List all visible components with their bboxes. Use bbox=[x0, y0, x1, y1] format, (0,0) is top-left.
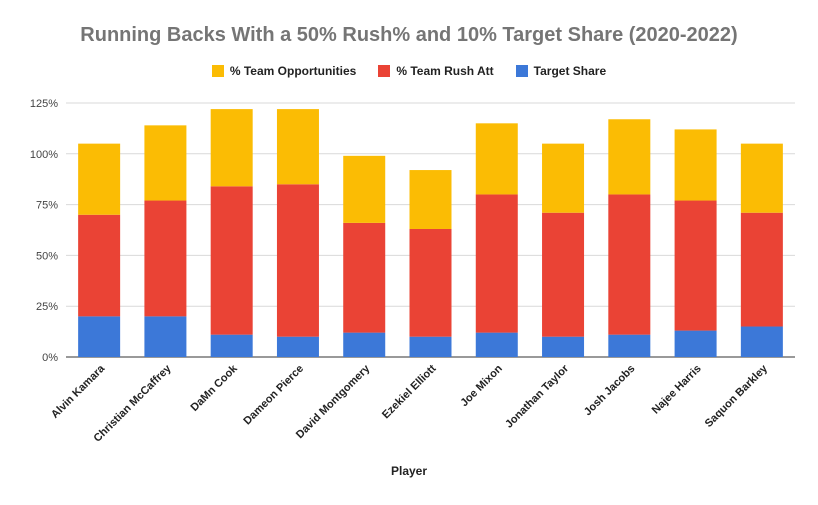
x-tick-label: Dameon Pierce bbox=[241, 363, 306, 428]
y-tick-label: 75% bbox=[36, 200, 58, 212]
bar-segment bbox=[475, 332, 518, 357]
y-tick-label: 50% bbox=[36, 250, 58, 262]
x-axis-label: Player bbox=[390, 464, 428, 478]
bar-segment bbox=[740, 143, 783, 213]
bar-segment bbox=[409, 170, 452, 229]
bar-segment bbox=[144, 125, 187, 201]
legend-label-opportunities: % Team Opportunities bbox=[229, 64, 357, 78]
x-tick-label: Saquon Barkley bbox=[703, 362, 771, 430]
bar-segment bbox=[542, 143, 585, 213]
y-tick-label: 25% bbox=[36, 301, 58, 313]
legend-swatch-opportunities bbox=[211, 65, 224, 77]
bar-segment bbox=[276, 184, 319, 337]
bar-segment bbox=[343, 332, 386, 357]
bar-segment bbox=[343, 222, 386, 333]
bar-segment bbox=[608, 119, 651, 195]
bar-segment bbox=[542, 212, 585, 337]
bar-segment bbox=[740, 212, 783, 327]
bar-segment bbox=[674, 200, 717, 331]
bar-segment bbox=[608, 334, 651, 357]
legend-item-target-share: Target Share bbox=[515, 64, 607, 78]
y-tick-label: 100% bbox=[30, 149, 58, 161]
bar-segment bbox=[475, 194, 518, 333]
bar-segment bbox=[210, 186, 253, 335]
bar-segment bbox=[343, 155, 386, 223]
legend-swatch-target-share bbox=[515, 65, 528, 77]
bar-segment bbox=[475, 123, 518, 195]
bar-segment bbox=[674, 330, 717, 357]
legend-label-target-share: Target Share bbox=[533, 64, 607, 78]
bar-segment bbox=[144, 200, 187, 317]
x-tick-label: David Montgomery bbox=[294, 362, 373, 441]
bar-segment bbox=[276, 109, 319, 185]
legend-label-rush-att: % Team Rush Att bbox=[396, 64, 494, 78]
legend-item-rush-att: % Team Rush Att bbox=[378, 64, 494, 78]
bar-segment bbox=[608, 194, 651, 335]
bar-segment bbox=[276, 336, 319, 357]
y-tick-label: 125% bbox=[30, 98, 58, 110]
x-tick-label: DaMn Cook bbox=[189, 362, 241, 414]
x-tick-label: Jonathan Taylor bbox=[503, 362, 571, 430]
bar-segment bbox=[144, 316, 187, 357]
bar-segment bbox=[674, 129, 717, 201]
bar-segment bbox=[210, 109, 253, 187]
bar-segment bbox=[78, 143, 121, 215]
x-tick-label: Alvin Kamara bbox=[49, 362, 108, 421]
bar-segment bbox=[409, 228, 452, 337]
chart-title: Running Backs With a 50% Rush% and 10% T… bbox=[80, 24, 738, 46]
legend: % Team Opportunities % Team Rush Att Tar… bbox=[0, 64, 818, 78]
x-tick-label: Joe Mixon bbox=[458, 362, 505, 409]
x-tick-label: Josh Jacobs bbox=[582, 363, 638, 419]
bar-segment bbox=[740, 326, 783, 357]
legend-swatch-rush-att bbox=[378, 65, 391, 77]
bar-segment bbox=[542, 336, 585, 357]
legend-item-opportunities: % Team Opportunities bbox=[211, 64, 357, 78]
bar-segment bbox=[409, 336, 452, 357]
x-tick-label: Ezekiel Elliott bbox=[380, 362, 439, 421]
y-tick-label: 0% bbox=[42, 352, 58, 364]
bar-segment bbox=[210, 334, 253, 357]
x-tick-label: Najee Harris bbox=[650, 363, 704, 417]
bar-segment bbox=[78, 316, 121, 357]
bar-segment bbox=[78, 214, 121, 317]
